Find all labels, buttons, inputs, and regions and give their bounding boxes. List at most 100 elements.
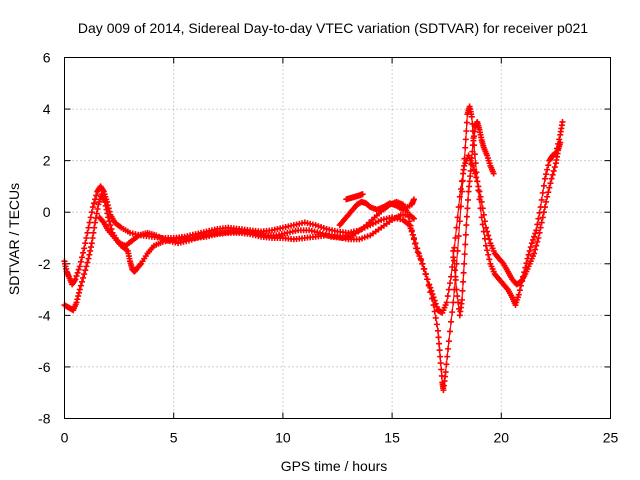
data-point (454, 293, 461, 300)
plot-frame (64, 57, 611, 419)
data-point (76, 286, 83, 293)
data-point (428, 287, 435, 294)
data-point (458, 178, 465, 185)
data-point (463, 127, 470, 134)
data-point (528, 240, 535, 247)
data-point (526, 247, 533, 254)
data-point (486, 236, 493, 243)
y-tick-label: 4 (43, 101, 51, 117)
data-point (474, 178, 481, 185)
data-point (103, 206, 110, 213)
data-point (527, 244, 534, 251)
data-point (412, 240, 419, 247)
data-point (106, 218, 113, 225)
data-point (448, 273, 455, 280)
data-point (473, 174, 480, 181)
data-point (485, 232, 492, 239)
series-track-5 (343, 191, 366, 203)
data-point (410, 215, 417, 222)
y-tick-label: -8 (38, 411, 51, 427)
data-point (421, 265, 428, 272)
data-point (539, 214, 546, 221)
data-point (546, 184, 553, 191)
data-point (85, 224, 92, 231)
data-point (436, 340, 443, 347)
data-point (472, 170, 479, 177)
data-point (456, 218, 463, 225)
data-point (461, 260, 468, 267)
data-point (89, 235, 96, 241)
data-point (437, 353, 444, 360)
data-point (416, 253, 423, 260)
x-tick-label: 0 (61, 430, 69, 446)
data-point (484, 247, 491, 254)
data-point (83, 263, 90, 270)
data-point (481, 218, 488, 225)
data-point (455, 204, 462, 211)
data-point (413, 245, 420, 252)
data-point (88, 240, 95, 247)
data-point (483, 242, 490, 249)
data-point (462, 136, 469, 143)
data-point (479, 205, 486, 212)
x-tick-labels: 0 5 10 15 20 25 (61, 430, 619, 446)
data-point (90, 200, 97, 207)
data-point (450, 247, 457, 254)
data-point (93, 192, 100, 199)
data-point (427, 284, 434, 291)
data-point (462, 241, 469, 248)
data-point (433, 321, 440, 328)
data-point (414, 249, 421, 256)
x-axis-label: GPS time / hours (281, 458, 388, 474)
data-point (461, 251, 468, 258)
data-point (467, 173, 474, 180)
data-point (80, 274, 87, 281)
series-track-4 (336, 196, 417, 229)
data-point (460, 278, 467, 285)
x-tick-label: 5 (170, 430, 178, 446)
data-point (81, 245, 88, 252)
data-point (460, 170, 467, 177)
data-point (476, 188, 483, 195)
data-point (549, 171, 556, 178)
data-point (72, 276, 79, 283)
data-point (87, 247, 94, 254)
data-point (81, 271, 88, 278)
x-tick-label: 15 (384, 430, 400, 446)
data-point (486, 256, 493, 263)
data-point (468, 161, 475, 168)
data-point (80, 249, 87, 256)
data-point (545, 162, 552, 169)
data-point (74, 296, 81, 303)
data-point (475, 183, 482, 190)
data-point (551, 164, 558, 171)
data-point (464, 205, 471, 212)
data-point (454, 214, 461, 221)
data-point (452, 276, 459, 283)
data-point (82, 240, 89, 247)
data-point (536, 229, 543, 236)
data-point (418, 256, 425, 263)
data-point (453, 224, 460, 231)
data-point (86, 251, 93, 258)
y-tick-label: -4 (38, 307, 51, 323)
data-point (537, 224, 544, 231)
data-point (478, 198, 485, 205)
grid-lines (64, 57, 611, 419)
data-point (534, 221, 541, 228)
data-point (85, 255, 92, 262)
data-point (533, 227, 540, 234)
data-point (458, 296, 465, 303)
data-point (459, 287, 466, 294)
data-point (435, 334, 442, 341)
data-point (82, 267, 89, 274)
data-point (532, 246, 539, 253)
data-point (534, 238, 541, 245)
y-tick-label: 6 (43, 50, 51, 66)
data-point (466, 178, 473, 185)
data-point (453, 286, 460, 293)
data-point (426, 281, 433, 288)
y-tick-label: -2 (38, 256, 51, 272)
y-tick-label: 0 (43, 204, 51, 220)
